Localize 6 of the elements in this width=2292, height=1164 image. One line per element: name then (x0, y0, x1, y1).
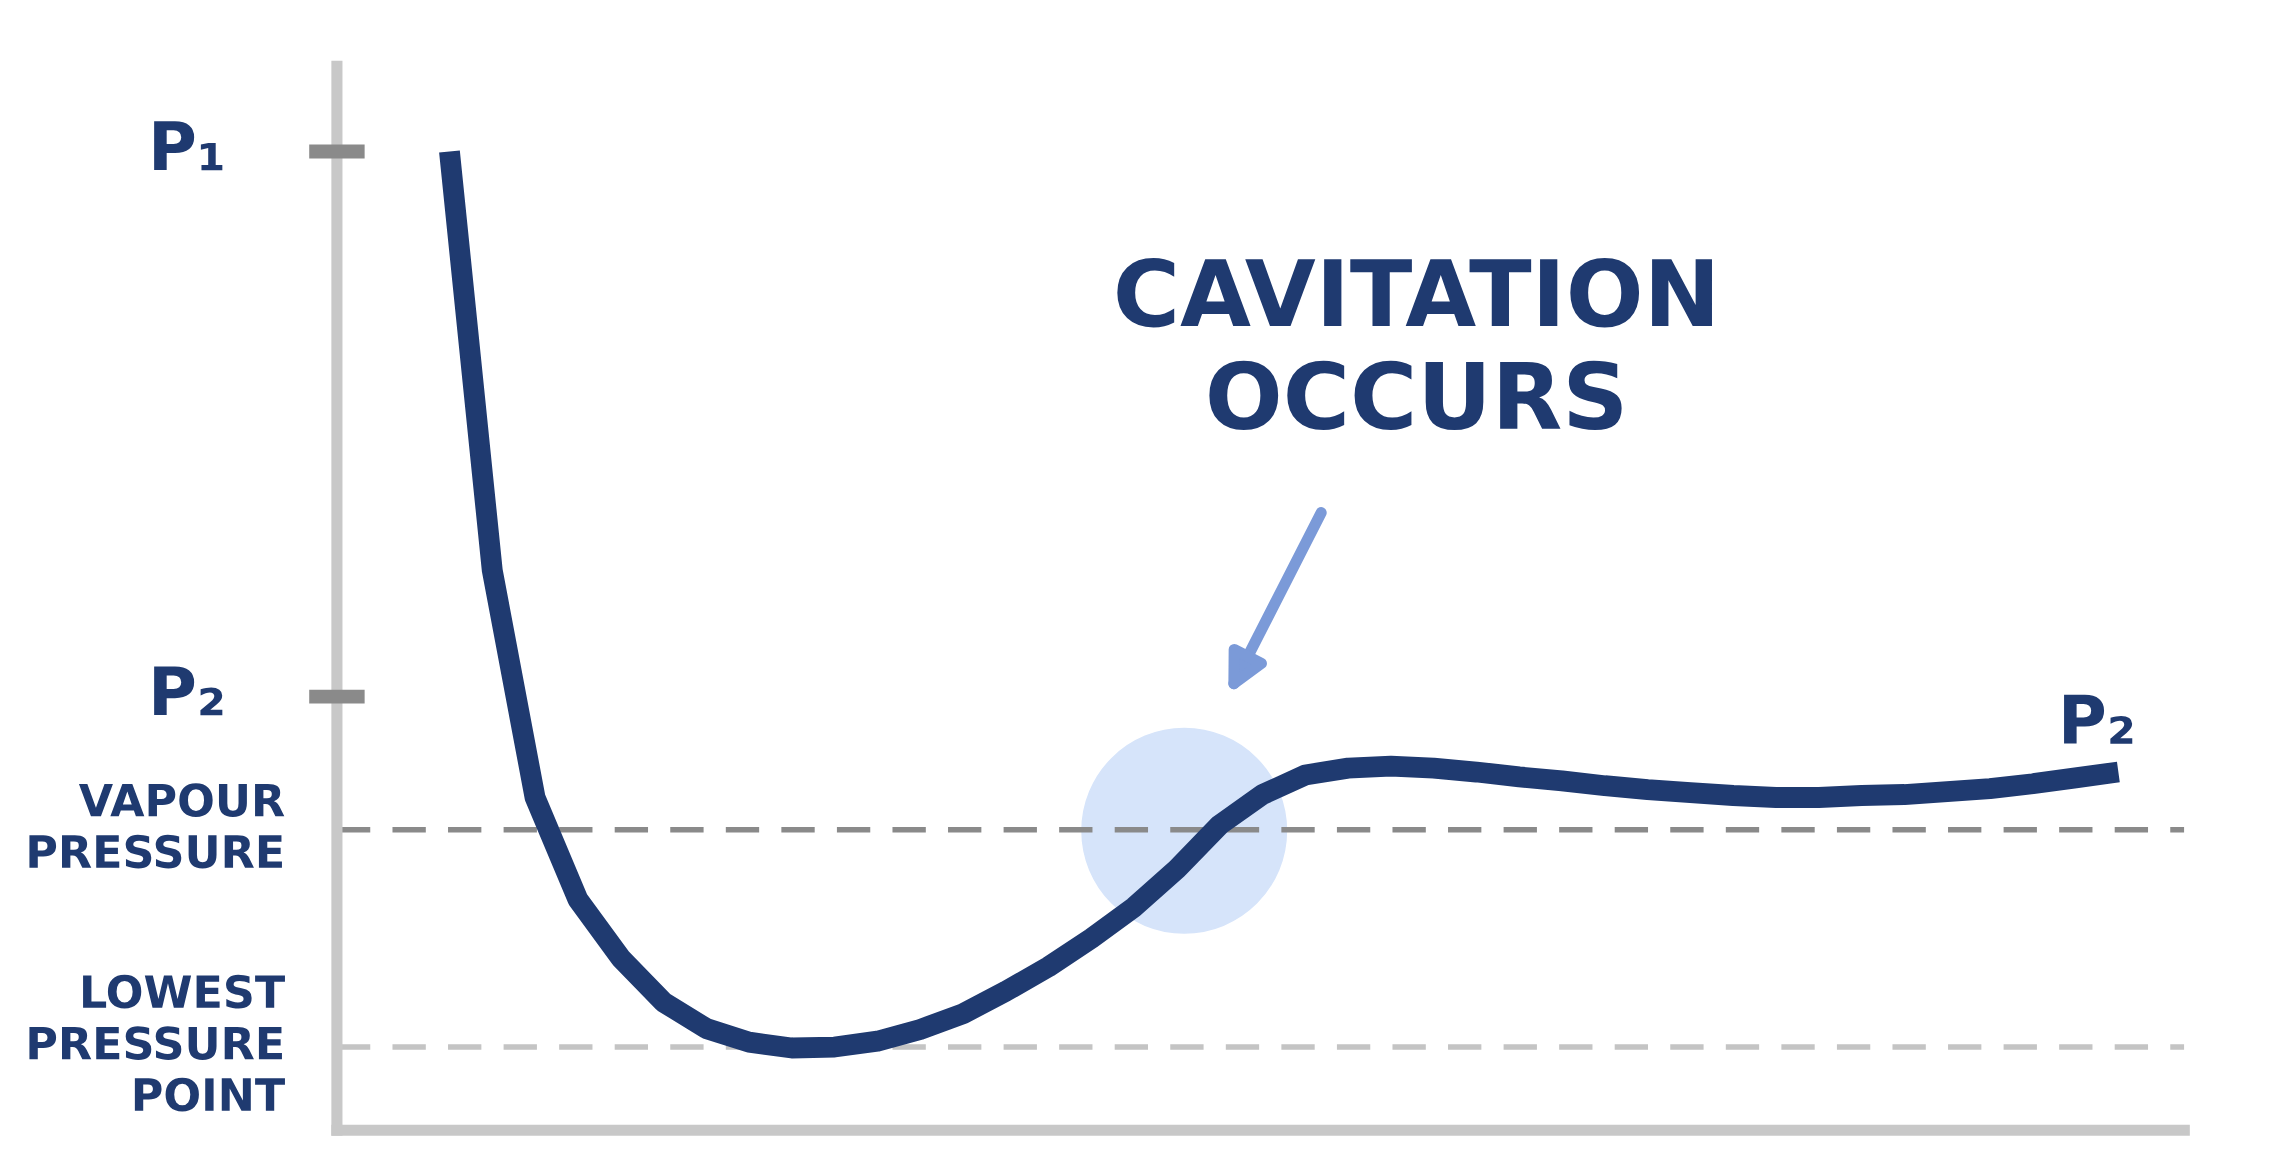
ref-line-label: VAPOUR PRESSURE (29, 783, 285, 869)
text: P₁ (154, 121, 223, 171)
annotation: P₂ (2064, 694, 2133, 744)
text: P₂ (154, 666, 223, 716)
annotation: CAVITATION OCCURS (1117, 258, 1712, 431)
ref-line-label: LOWEST PRESSURE POINT (29, 974, 285, 1112)
